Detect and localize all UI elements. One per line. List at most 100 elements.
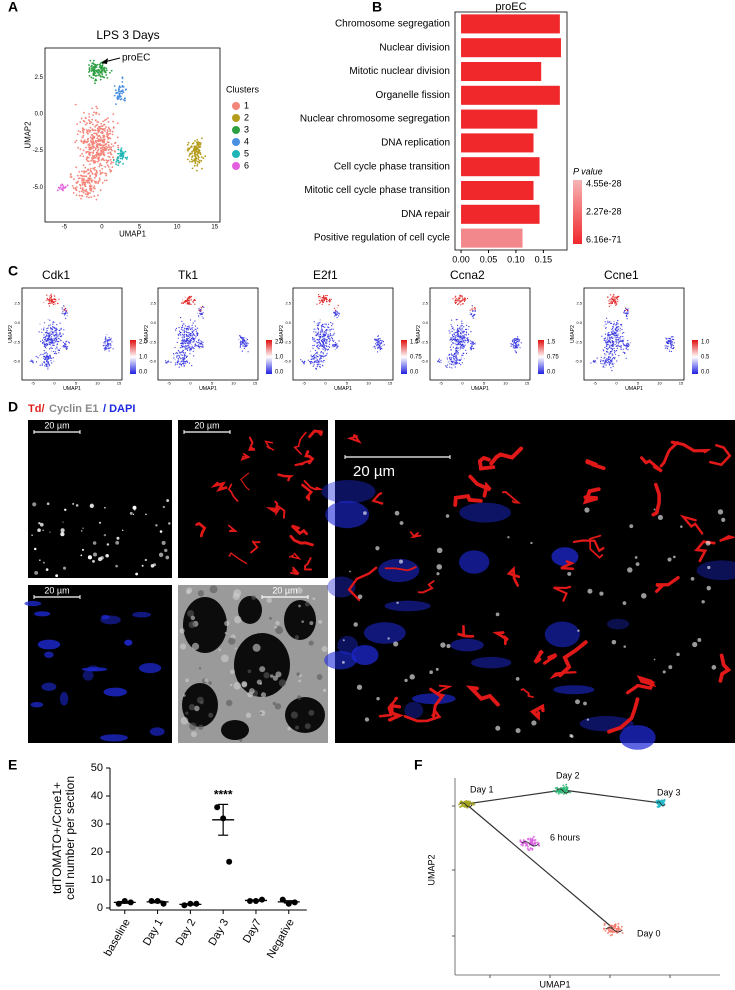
umap-cell — [451, 324, 452, 325]
umap-cell — [88, 113, 90, 115]
umap-cell — [617, 320, 618, 321]
umap-cell — [93, 111, 95, 113]
umap-cell — [110, 347, 111, 348]
umap-cell — [246, 345, 247, 346]
umap-cell — [174, 347, 175, 348]
umap-cell — [31, 361, 32, 362]
category-label: Chromosome segregation — [335, 19, 450, 30]
tissue-grain — [192, 643, 199, 650]
umap-cell — [618, 342, 619, 343]
umap-cell — [92, 139, 94, 141]
umap-cell — [451, 355, 452, 356]
umap-cell — [316, 323, 317, 324]
umap-cell — [332, 323, 333, 324]
umap-cell — [461, 341, 462, 342]
umap-cell — [455, 302, 456, 303]
node-label: Day 0 — [637, 928, 661, 938]
umap-cell — [515, 340, 516, 341]
umap-cell — [246, 342, 247, 343]
umap-cell — [325, 350, 326, 351]
umap-cell — [604, 367, 605, 368]
umap-cell — [327, 326, 328, 327]
umap-cell — [320, 322, 321, 323]
umap-cell — [616, 322, 617, 323]
umap-cell — [325, 332, 326, 333]
umap-cell — [165, 360, 166, 361]
umap-cell — [106, 348, 107, 349]
umap-cell — [615, 335, 616, 336]
umap-cell — [97, 194, 99, 196]
umap-cell — [98, 70, 100, 72]
umap-cell — [322, 355, 323, 356]
data-point — [214, 804, 220, 810]
tissue-grain — [230, 684, 232, 686]
umap-cell — [117, 153, 119, 155]
umap-cell — [475, 309, 476, 310]
signal-speck — [93, 552, 97, 556]
umap-cell — [83, 112, 85, 114]
plot-frame — [584, 288, 684, 380]
umap-cell — [38, 357, 39, 358]
umap-cell — [183, 332, 184, 333]
umap-cell — [180, 317, 181, 318]
umap-cell — [316, 362, 317, 363]
y-tick-label: 0.0 — [35, 112, 44, 118]
umap-cell — [627, 318, 628, 319]
umap-cell — [59, 338, 60, 339]
umap-cell — [608, 357, 609, 358]
umap-cell — [607, 333, 608, 334]
umap-cell — [100, 79, 102, 81]
significance: **** — [214, 787, 233, 801]
tissue-grain — [199, 667, 201, 669]
umap-cell — [178, 361, 179, 362]
y-tick-label: -5.0 — [149, 359, 157, 364]
umap-cell — [247, 339, 248, 340]
umap-cell — [200, 340, 201, 341]
signal-speck — [668, 665, 672, 669]
umap-cell — [96, 121, 98, 123]
umap-cell — [610, 353, 611, 354]
umap-cell — [97, 145, 99, 147]
cell-point — [527, 838, 529, 840]
signal-speck — [446, 644, 450, 648]
tissue-grain — [185, 711, 188, 714]
umap-cell — [451, 341, 452, 342]
umap-cell — [194, 165, 196, 167]
umap-cell — [43, 334, 44, 335]
umap-cell — [319, 338, 320, 339]
umap-cell — [96, 71, 98, 73]
umap-cell — [609, 338, 610, 339]
umap-cell — [54, 295, 55, 296]
umap-cell — [628, 345, 629, 346]
umap-cell — [454, 356, 455, 357]
umap-cell — [192, 331, 193, 332]
umap-cell — [91, 134, 93, 136]
umap-cell — [182, 359, 183, 360]
umap-cell — [117, 145, 119, 147]
umap-cell — [326, 330, 327, 331]
umap-cell — [177, 361, 178, 362]
umap-cell — [188, 142, 190, 144]
umap-cell — [66, 311, 67, 312]
umap-cell — [52, 334, 53, 335]
umap-cell — [612, 328, 613, 329]
umap-cell — [93, 143, 95, 145]
panel-letter: A — [8, 0, 18, 15]
umap-cell — [314, 354, 315, 355]
umap-cell — [181, 354, 182, 355]
umap-cell — [615, 299, 616, 300]
umap-cell — [81, 190, 83, 192]
umap-cell — [518, 342, 519, 343]
x-tick-label: 10 — [95, 380, 100, 385]
umap-cell — [375, 339, 376, 340]
umap-cell — [177, 342, 178, 343]
umap-cell — [603, 358, 604, 359]
umap-cell — [51, 362, 52, 363]
umap-cell — [328, 341, 329, 342]
umap-cell — [446, 366, 447, 367]
umap-cell — [120, 151, 122, 153]
umap-cell — [109, 130, 111, 132]
umap-cell — [310, 362, 311, 363]
umap-cell — [195, 155, 197, 157]
umap-cell — [616, 327, 617, 328]
